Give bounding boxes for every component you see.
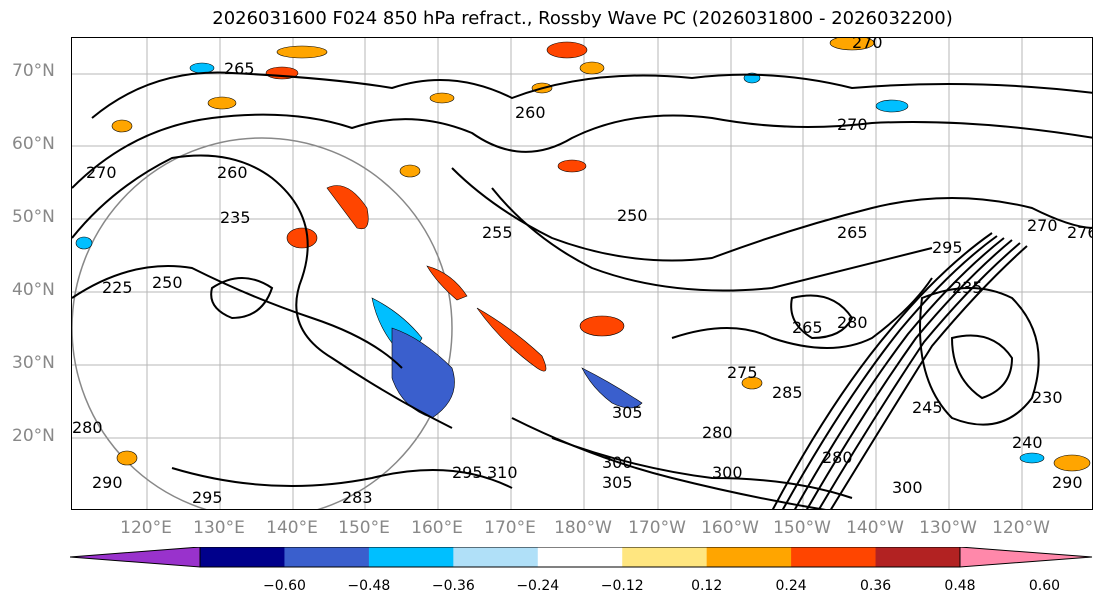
colorbar-cell (706, 547, 792, 567)
colorbar-tick-label: 0.12 (691, 578, 723, 594)
colorbar-cell (200, 547, 285, 567)
lon-label-140e: 140°E (266, 518, 318, 538)
lat-label-40n: 40°N (12, 280, 55, 300)
contour-label: 270 (1027, 216, 1058, 235)
contour-label: 280 (702, 423, 733, 442)
contour-label: 295 (192, 488, 223, 507)
contour-label-group: 265 270 260 270 250 260 235 255 225 250 … (72, 38, 1093, 507)
contour-label: 280 (72, 418, 103, 437)
contour-label: 270 (837, 115, 868, 134)
contour-label: 280 (837, 313, 868, 332)
colorbar-cell (537, 547, 623, 567)
contour-label: 275 (727, 363, 758, 382)
contour-label: 230 (1032, 388, 1063, 407)
colorbar-cells (70, 547, 1092, 567)
lat-label-70n: 70°N (12, 61, 55, 81)
colorbar-cell (453, 547, 539, 567)
colorbar-tick-label: 0.36 (859, 578, 892, 594)
colorbar (69, 546, 1095, 581)
lon-label-150w: 150°W (773, 518, 831, 538)
contour-label: 240 (1012, 433, 1043, 452)
contour-label: 300 (602, 453, 633, 472)
colorbar-cell (875, 547, 961, 567)
contour-label: 255 (482, 223, 513, 242)
contour-label: 260 (217, 163, 248, 182)
contour-label: 280 (822, 448, 853, 467)
contour-label: 235 (952, 278, 983, 297)
contour-label: 265 (837, 223, 868, 242)
lon-label-150e: 150°E (338, 518, 390, 538)
colorbar-cell (70, 547, 200, 567)
map-panel: 265 270 260 270 250 260 235 255 225 250 … (71, 37, 1093, 510)
lon-label-160e: 160°E (411, 518, 463, 538)
colorbar-cell (791, 547, 877, 567)
colorbar-tick-label: −0.36 (431, 578, 475, 594)
refractivity-contours (72, 71, 1092, 509)
colorbar-tick-label: −0.24 (516, 578, 560, 594)
lon-label-170w: 170°W (628, 518, 686, 538)
colorbar-cell (368, 547, 454, 567)
anomaly-patches (75, 38, 1091, 472)
contour-label: 295 (932, 238, 963, 257)
colorbar-tick-label: 0.24 (775, 578, 807, 594)
colorbar-tick-label: 0.48 (944, 578, 976, 594)
lon-label-160w: 160°W (701, 518, 759, 538)
contour-label: 305 (602, 473, 633, 492)
contour-label: 276 (1067, 223, 1093, 242)
contour-label: 310 (487, 463, 518, 482)
colorbar-tick-label: −0.12 (600, 578, 644, 594)
contour-label: 265 (792, 318, 823, 337)
contour-label: 250 (617, 206, 648, 225)
contour-label: 225 (102, 278, 133, 297)
colorbar-tick-label: −0.60 (262, 578, 306, 594)
contour-label: 250 (152, 273, 183, 292)
contour-label: 300 (892, 478, 923, 497)
graticule (72, 38, 1092, 509)
contour-label: 285 (772, 383, 803, 402)
contour-label: 245 (912, 398, 943, 417)
lon-label-120e: 120°E (120, 518, 172, 538)
map-canvas: 265 270 260 270 250 260 235 255 225 250 … (72, 38, 1093, 509)
contour-label: 305 (612, 403, 643, 422)
lat-label-20n: 20°N (12, 426, 55, 446)
lon-label-130w: 130°W (919, 518, 977, 538)
lon-label-130e: 130°E (193, 518, 245, 538)
contour-label: 290 (1052, 473, 1083, 492)
lon-label-180w: 180°W (554, 518, 612, 538)
contour-label: 290 (92, 473, 123, 492)
colorbar-tick-label: −0.48 (347, 578, 391, 594)
lon-label-120w: 120°W (992, 518, 1050, 538)
colorbar-cell (622, 547, 708, 567)
lon-label-140w: 140°W (846, 518, 904, 538)
lat-label-30n: 30°N (12, 353, 55, 373)
radius-circle (72, 137, 453, 509)
colorbar-tick-label: 0.60 (1028, 578, 1061, 594)
colorbar-cell (284, 547, 370, 567)
map-title: 2026031600 F024 850 hPa refract., Rossby… (212, 8, 953, 29)
contour-label: 235 (220, 208, 251, 227)
contour-label: 283 (342, 488, 373, 507)
lat-label-50n: 50°N (12, 207, 55, 227)
contour-label: 300 (712, 463, 743, 482)
colorbar-cell (960, 547, 1092, 567)
contour-label: 295 (452, 463, 483, 482)
lat-label-60n: 60°N (12, 134, 55, 154)
contour-label: 270 (86, 163, 117, 182)
contour-label: 265 (224, 59, 255, 78)
lon-label-170e: 170°E (484, 518, 536, 538)
contour-label: 270 (852, 38, 883, 52)
colorbar-canvas (69, 546, 1093, 568)
contour-label: 260 (515, 103, 546, 122)
